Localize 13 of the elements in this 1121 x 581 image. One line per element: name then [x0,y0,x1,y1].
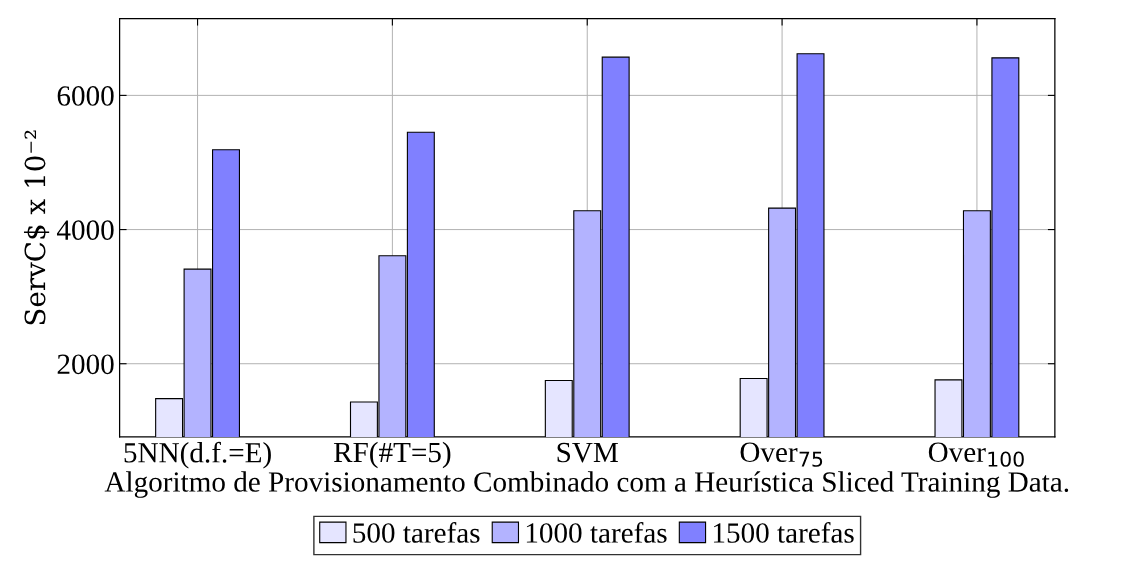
x-tick-label: RF(#T=5) [333,441,451,469]
y-tick-label: 2000 [57,354,114,375]
legend-label: 1500 tarefas [713,522,854,543]
y-axis-title: ServC$ x 10⁻² [23,130,50,325]
x-tick-label: Over$_{100}$ [928,442,1024,467]
legend-label: 1000 tarefas [526,522,667,543]
x-tick-label: SVM [557,442,618,463]
y-tick-label: 6000 [57,86,114,106]
y-tick-label: 4000 [56,220,114,240]
x-axis-title: Algoritmo de Provisionamento Combinado com a Heurística Sliced Training Data. [104,471,1069,498]
x-tick-label: 5NN(d.f.=E) [124,441,271,469]
x-tick-label: Over$_{75}$ [740,442,823,467]
legend-label: 500 tarefas [353,522,480,543]
